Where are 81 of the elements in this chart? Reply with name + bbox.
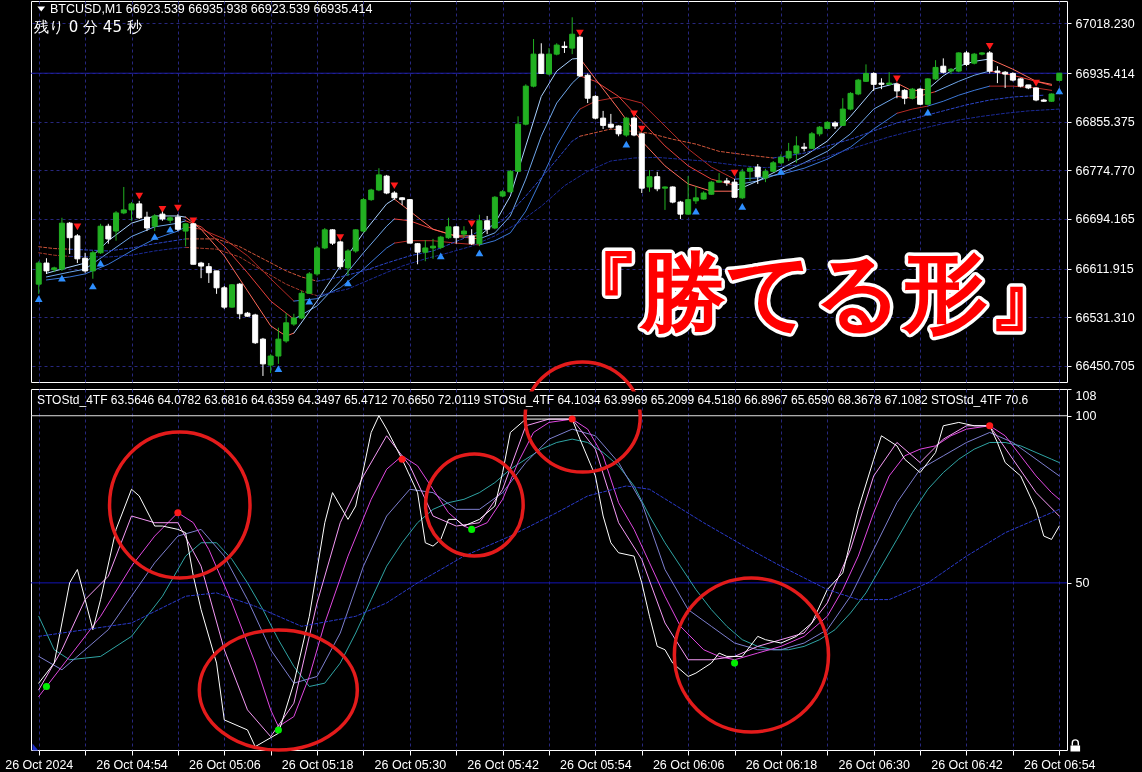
x-tick-label: 26 Oct 05:42	[467, 757, 539, 772]
x-tick-label: 26 Oct 04:54	[96, 757, 168, 772]
candlestick	[538, 42, 545, 75]
candlestick	[430, 238, 437, 260]
point	[467, 220, 476, 228]
line-series	[69, 246, 187, 258]
point	[475, 249, 484, 257]
line-series	[579, 96, 736, 180]
point	[390, 182, 399, 190]
point	[274, 365, 283, 373]
candlestick	[143, 211, 150, 232]
x-tick-label: 26 Oct 05:54	[560, 757, 632, 772]
candlestick	[344, 248, 351, 277]
line-series	[69, 238, 187, 252]
candlestick	[862, 63, 869, 83]
y-tick-label: 66855.375	[1075, 115, 1135, 130]
chart-title: STOStd_4TF 63.5646 64.0782 63.6816 64.6359 64.3497 65.4712 70.6650 72.0119 STOStd_4TF 64.1034 63.9969 65.2099 64.5180 66.8967 65.6590 68.3678 67.1082 STOStd_4TF 70.6	[37, 393, 1029, 407]
y-tick-label: 66774.770	[1075, 163, 1135, 178]
y-tick-label: 108	[1075, 388, 1097, 403]
candlestick	[948, 67, 955, 75]
line-series	[185, 246, 318, 297]
line-series	[772, 94, 1045, 159]
point	[34, 295, 43, 303]
candlestick	[646, 169, 653, 193]
point	[174, 204, 182, 212]
candlestick	[136, 200, 143, 220]
line-series	[185, 238, 318, 282]
candlestick	[484, 215, 491, 235]
candlestick	[801, 142, 808, 152]
candlestick	[747, 166, 754, 182]
candlestick	[476, 214, 483, 247]
y-tick-label: 66450.705	[1075, 359, 1135, 374]
candlestick	[35, 260, 42, 295]
candlestick	[113, 210, 120, 242]
x-tick-label: 26 Oct 05:30	[374, 757, 447, 772]
point	[1032, 79, 1040, 87]
x-tick-label: 26 Oct 05:06	[188, 757, 261, 772]
point	[730, 169, 739, 177]
y-tick-label: 67018.230	[1075, 16, 1135, 31]
candlestick	[561, 40, 568, 54]
x-tick-label: 26 Oct 06:54	[1023, 757, 1096, 772]
annotation: 残り 0 分 45 秒	[34, 18, 142, 36]
line-series	[316, 135, 581, 282]
line-series	[734, 112, 898, 180]
x-tick-label: 26 Oct 2024	[5, 757, 74, 772]
point	[336, 234, 345, 242]
point	[166, 225, 175, 233]
candlestick	[546, 47, 552, 76]
candlestick	[229, 283, 236, 309]
y-tick-label: 66531.310	[1075, 310, 1135, 325]
candlestick	[569, 16, 576, 55]
x-tick-label: 26 Oct 06:42	[931, 757, 1003, 772]
candlestick	[182, 222, 189, 247]
y-tick-label: 66694.165	[1075, 212, 1135, 227]
x-tick-label: 26 Oct 06:06	[652, 757, 725, 772]
candlestick	[754, 163, 761, 185]
y-tick-label: 66611.915	[1075, 262, 1134, 277]
point	[73, 223, 82, 231]
x-tick-label: 26 Oct 06:30	[838, 757, 911, 772]
point	[777, 167, 785, 175]
point	[158, 205, 167, 213]
candlestick	[654, 171, 661, 192]
x-tick-label: 26 Oct 05:18	[281, 757, 354, 772]
y-tick-label: 50	[1075, 576, 1090, 591]
point	[738, 202, 747, 210]
y-tick-label: 100	[1075, 409, 1097, 424]
point	[985, 42, 994, 50]
point	[150, 233, 159, 240]
candlestick	[460, 225, 467, 239]
line-series	[293, 198, 395, 334]
y-tick-label: 66935.414	[1075, 66, 1135, 81]
chart-title: BTCUSD,M1 66923.539 66935.938 66923.539 66935.414	[50, 2, 373, 16]
candlestick	[661, 185, 668, 211]
line-series	[293, 242, 395, 302]
point	[436, 252, 445, 260]
annotation: 『勝てる形』	[554, 242, 1074, 342]
candlestick	[685, 175, 692, 216]
candlestick	[422, 239, 429, 262]
x-tick-label: 26 Oct 06:18	[745, 757, 818, 772]
line-series	[478, 108, 581, 246]
candlestick	[105, 223, 112, 245]
